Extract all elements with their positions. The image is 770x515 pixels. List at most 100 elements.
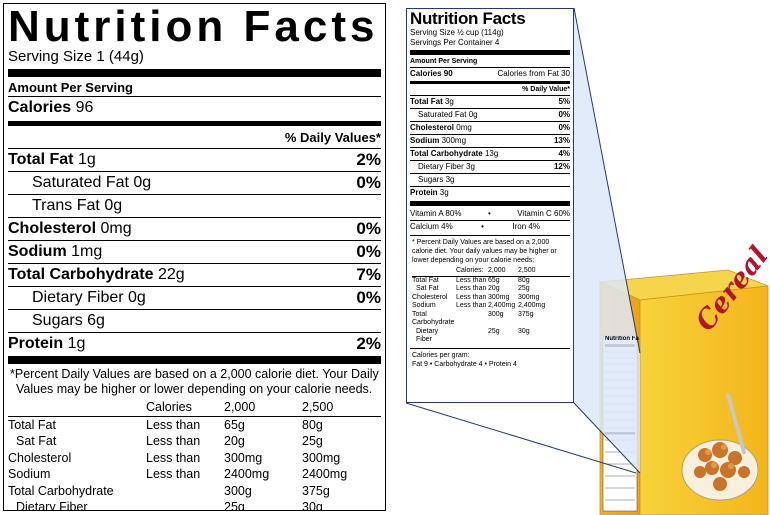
nutrient-pct: 0% [558,110,570,119]
table-cell: 300mg [488,293,510,301]
table-cell: 2,000 [488,267,506,274]
table-cell: Less than [456,285,487,292]
thick-divider [8,69,381,77]
nutrient-amount: 3g [439,188,449,197]
medium-divider [8,121,381,126]
footnote-line: *Percent Daily Values are based on a 2,0… [10,367,379,381]
table-cell: 80g [518,276,530,284]
nutrient-pct: 0% [356,242,381,261]
table-row: Total Carbohydrate 300g 375g [412,311,570,328]
calories-per-gram-values: Fat 9 • Carbohydrate 4 • Protein 4 [412,360,517,368]
nutrient-pct: 7% [356,265,381,284]
table-cell: Sat Fat [416,285,439,292]
nutrient-amount: 3g [444,97,454,106]
table-row: Cholesterol Less than 300mg 300mg [8,450,381,467]
footnote-line: Values may be higher or lower depending … [16,382,373,396]
mineral-row: Calcium 4% • Iron 4% [410,220,570,233]
table-cell: 2,000 [224,400,256,414]
table-cell: Dietary Fiber [16,500,88,511]
nutrient-pct: 0% [558,123,570,132]
table-cell: Total Carbohydrate [412,310,455,327]
serving-size: Serving Size ½ cup (114g) [410,28,504,37]
table-cell: 2,400mg [518,302,546,309]
amount-per-serving: Amount Per Serving [410,58,478,65]
nutrient-row-trans-fat: Trans Fat 0g [8,194,381,217]
nutrient-row-sugars: Sugars 6g [8,309,381,332]
nutrient-label: Sugars [418,175,444,184]
nutrient-amount: 300mg [441,136,467,145]
table-cell: 2,400mg [488,302,516,309]
nutrient-row-protein: Protein 3g [410,186,570,199]
table-cell: Cholesterol [412,293,448,301]
table-cell: Less than [456,302,487,309]
nutrient-row-saturated-fat: Saturated Fat 0g 0% [8,171,381,194]
nutrition-label-large: Nutrition Facts Serving Size 1 (44g) Amo… [3,3,386,511]
table-row: Dietary Fiber 25g 30g [8,499,381,511]
label-title: Nutrition Facts [8,3,379,51]
calories-per-gram: Calories per gram: Fat 9 • Carbohydrate … [410,347,570,369]
table-cell: Sat Fat [16,434,57,448]
table-cell: 300mg [518,293,540,301]
nutrient-label: Protein [8,335,64,352]
table-row: Sodium Less than 2,400mg 2,400mg [412,302,570,311]
nutrient-pct: 0% [356,219,381,238]
nutrient-label: Cholesterol [8,220,97,237]
daily-value-header: % Daily Value* [522,86,570,93]
table-cell: Less than [456,293,487,301]
nutrient-row-total-carbohydrate: Total Carbohydrate 13g 4% [410,147,570,160]
thick-divider [8,356,381,364]
nutrient-pct: 2% [356,334,381,353]
nutrient-row-dietary-fiber: Dietary Fiber 0g 0% [8,286,381,309]
amount-per-serving: Amount Per Serving [8,80,133,95]
vitamin-c: Vitamin C 60% [517,209,570,218]
table-row: Total Fat Less than 65g 80g [412,277,570,286]
table-row: Total Fat Less than 65g 80g [8,417,381,434]
nutrient-amount: 1g [67,335,86,352]
box-mini-label-title: Nutrition Facts [605,336,639,342]
nutrition-label-zoomed: Nutrition Facts Serving Size ½ cup (114g… [406,8,574,403]
table-cell: 30g [302,500,323,511]
nutrient-amount: 3g [466,162,475,171]
table-cell: 2400mg [224,467,270,481]
nutrient-label: Saturated Fat [32,174,129,191]
reference-table: Calories: 2,000 2,500 Total Fat Less tha… [410,267,570,345]
nutrient-amount: 1g [77,151,96,168]
vitamin-a: Vitamin A 80% [410,209,462,218]
table-cell: 2,500 [518,267,536,274]
table-cell: Less than [146,467,201,481]
nutrient-amount: 0g [133,174,152,191]
nutrient-row-sugars: Sugars 3g [410,173,570,186]
table-cell: 20g [488,285,500,292]
nutrient-amount: 0mg [100,220,132,237]
table-cell: Cholesterol [8,450,72,465]
nutrient-row-protein: Protein 1g 2% [8,332,381,355]
table-cell: Sodium [8,467,51,481]
nutrient-row-saturated-fat: Saturated Fat 0g 0% [410,108,570,121]
calories: Calories 90 [410,69,453,78]
table-cell: Total Fat [412,276,439,284]
nutrient-amount: 0g [468,110,478,119]
label-title: Nutrition Facts [410,9,526,28]
nutrient-amount: 6g [87,312,105,329]
table-cell: 2400mg [302,467,348,481]
table-cell: 65g [488,276,500,284]
table-cell: Sodium [412,302,436,309]
nutrient-row-total-fat: Total Fat 1g 2% [8,148,381,171]
table-cell [456,311,488,328]
table-cell: Total Carbohydrate [8,483,114,498]
bullet: • [487,209,491,218]
table-row: Sat Fat Less than 20g 25g [412,285,570,294]
table-cell: 300g [224,483,252,498]
thick-divider [410,50,570,55]
callout-wedge [574,8,640,473]
daily-values-header: % Daily Values* [284,130,381,145]
table-cell: Total Fat [8,417,56,432]
vitamin-row: Vitamin A 80% • Vitamin C 60% [410,208,570,220]
nutrient-row-total-carbohydrate: Total Carbohydrate 22g 7% [8,263,381,286]
table-cell: 30g [518,327,530,335]
table-row: Dietary Fiber 25g 30g [412,328,570,345]
calories-row: Calories 90 Calories from Fat 30 [410,67,570,80]
calories-per-gram-label: Calories per gram: [412,351,470,359]
nutrient-pct: 0% [356,288,381,307]
